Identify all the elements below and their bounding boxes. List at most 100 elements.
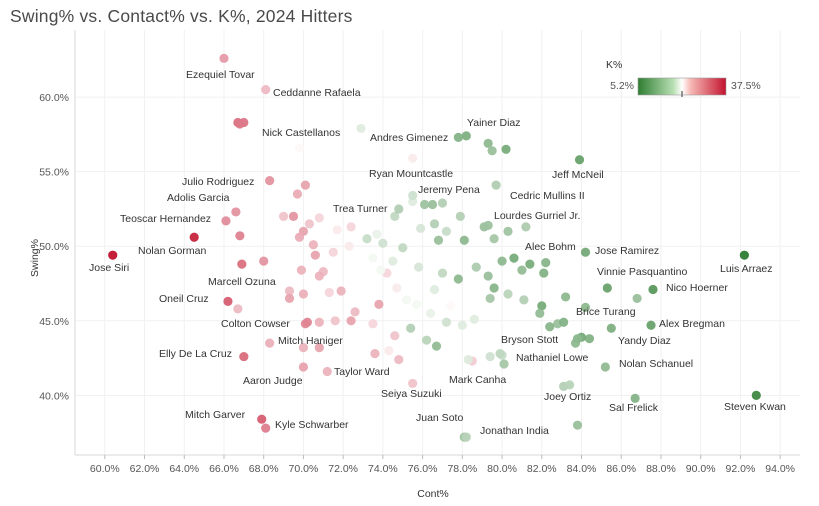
- data-point: [390, 211, 400, 222]
- point-label: Marcell Ozuna: [208, 276, 276, 288]
- data-point-labeled: [221, 216, 231, 226]
- data-point: [284, 286, 295, 296]
- data-point: [294, 232, 305, 242]
- data-point: [499, 359, 509, 369]
- data-point: [288, 211, 299, 222]
- data-point: [441, 226, 452, 236]
- data-point: [421, 335, 432, 345]
- data-point: [324, 287, 334, 298]
- data-point-labeled: [559, 317, 569, 327]
- point-label: Alex Bregman: [659, 318, 725, 330]
- data-point: [545, 322, 555, 332]
- point-label: Jonathan India: [480, 425, 549, 437]
- data-point: [406, 323, 416, 333]
- data-point: [394, 354, 404, 365]
- x-tick-label: 72.0%: [328, 463, 358, 475]
- data-point: [425, 308, 436, 318]
- data-point: [284, 293, 295, 304]
- data-point: [519, 295, 529, 305]
- data-point: [237, 259, 247, 269]
- data-point-labeled: [384, 346, 394, 356]
- point-label: Steven Kwan: [724, 401, 786, 413]
- data-point: [503, 226, 513, 236]
- x-tick-label: 64.0%: [169, 463, 199, 475]
- point-label: Aaron Judge: [243, 375, 303, 387]
- data-point-labeled: [572, 334, 583, 344]
- data-point: [292, 189, 303, 199]
- data-point: [390, 331, 400, 341]
- data-point-labeled: [463, 354, 473, 365]
- point-label: Sal Frelick: [609, 402, 659, 414]
- data-point: [632, 293, 642, 304]
- data-point-labeled: [453, 132, 463, 142]
- data-point: [503, 289, 513, 299]
- data-point-labeled: [408, 378, 418, 389]
- data-point: [330, 316, 340, 326]
- data-point: [346, 316, 356, 326]
- point-label: Lourdes Gurriel Jr.: [494, 210, 580, 222]
- data-point: [485, 351, 495, 362]
- point-label: Julio Rodriguez: [182, 176, 254, 188]
- data-point: [427, 199, 438, 210]
- data-point-labeled: [108, 250, 118, 260]
- data-point-labeled: [239, 351, 249, 362]
- x-tick-label: 86.0%: [606, 463, 636, 475]
- data-point: [485, 293, 495, 304]
- data-point: [433, 235, 444, 245]
- data-point-labeled: [235, 119, 245, 129]
- data-point: [332, 225, 342, 235]
- point-label: Jeremy Pena: [418, 184, 480, 196]
- data-point: [453, 274, 463, 284]
- data-point: [308, 240, 318, 250]
- data-point: [455, 211, 465, 222]
- data-point-labeled: [739, 250, 749, 260]
- data-point: [535, 308, 545, 318]
- data-point-labeled: [298, 289, 309, 299]
- data-point: [416, 223, 426, 233]
- data-point: [483, 138, 493, 148]
- data-point: [580, 302, 591, 312]
- data-point: [487, 146, 497, 156]
- data-point: [344, 241, 354, 251]
- data-point-labeled: [495, 348, 505, 359]
- data-point: [437, 268, 448, 278]
- point-label: Ceddanne Rafaela: [273, 87, 361, 99]
- data-point: [314, 343, 324, 353]
- point-label: Jose Siri: [89, 262, 129, 274]
- data-point-labeled: [574, 155, 585, 165]
- data-point-labeled: [630, 393, 640, 403]
- legend-max-label: 37.5%: [731, 80, 761, 92]
- point-label: Taylor Ward: [334, 366, 390, 378]
- data-point-labeled: [257, 414, 267, 424]
- data-point-labeled: [606, 323, 616, 333]
- x-tick-label: 80.0%: [487, 463, 517, 475]
- data-point-labeled: [602, 283, 612, 293]
- data-point-labeled: [751, 390, 761, 400]
- data-point-labeled: [408, 190, 418, 201]
- point-label: Nico Hoerner: [666, 282, 728, 294]
- point-label: Joey Ortiz: [544, 391, 591, 403]
- data-point: [328, 247, 338, 257]
- data-point: [437, 198, 448, 208]
- data-point: [584, 334, 595, 344]
- point-label: Oneil Cruz: [159, 293, 209, 305]
- data-point-labeled: [394, 204, 404, 214]
- data-point: [368, 319, 378, 329]
- data-point-labeled: [265, 176, 275, 186]
- data-point: [322, 366, 332, 377]
- data-point-labeled: [646, 320, 656, 330]
- point-label: Nick Castellanos: [262, 127, 340, 139]
- y-tick-label: 60.0%: [39, 92, 69, 104]
- x-tick-label: 78.0%: [447, 463, 477, 475]
- x-tick-label: 94.0%: [765, 463, 795, 475]
- data-point-labeled: [223, 296, 233, 307]
- data-point-labeled: [491, 180, 501, 190]
- y-tick-label: 50.0%: [39, 241, 69, 253]
- data-point: [414, 262, 424, 272]
- point-label: Luis Arraez: [720, 263, 773, 275]
- y-tick-label: 40.0%: [39, 390, 69, 402]
- data-point-labeled: [219, 53, 229, 63]
- data-point: [509, 253, 519, 263]
- data-point: [489, 283, 499, 293]
